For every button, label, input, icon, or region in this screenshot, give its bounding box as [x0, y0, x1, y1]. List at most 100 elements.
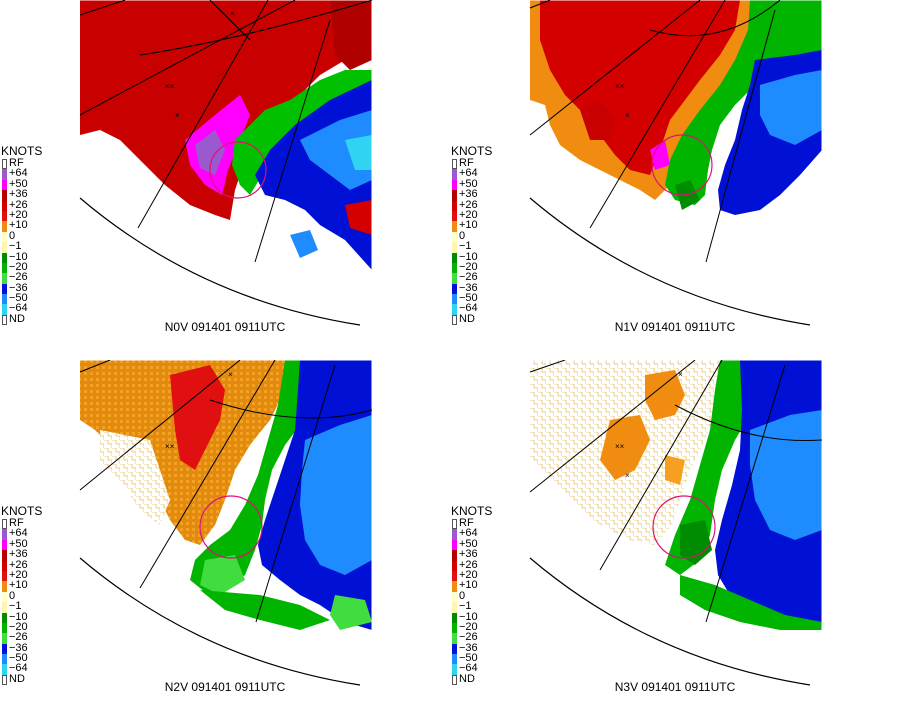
legend-label: +64 [9, 167, 28, 180]
legend-label: −26 [9, 271, 28, 284]
legend-swatch [452, 674, 457, 686]
legend-swatch [452, 210, 457, 222]
legend-swatch [2, 539, 7, 551]
legend-entry: −50 [1, 292, 45, 305]
legend-label: +26 [9, 558, 28, 571]
panel-caption: N0V 091401 0911UTC [164, 320, 286, 334]
legend-entry: ND [1, 313, 45, 326]
legend-label: −1 [459, 240, 472, 253]
legend-label: +50 [9, 177, 28, 190]
legend-entry: ND [1, 672, 45, 686]
legend-label: +20 [459, 568, 478, 581]
legend-entry: +10 [1, 579, 45, 592]
legend-entry: −36 [1, 281, 45, 295]
legend-entry: −1 [1, 240, 45, 253]
panel-caption: N3V 091401 0911UTC [614, 680, 736, 694]
legend-label: −1 [9, 240, 22, 253]
legend-entry: −10 [451, 251, 495, 263]
panel-caption: N1V 091401 0911UTC [614, 320, 736, 334]
legend-swatch [452, 602, 457, 613]
velocity-legend: KNOTS RF +64 +50 +36 +26 +20 +10 0 −1 −10 −20 −26 −3… [1, 504, 45, 686]
legend-label: −10 [459, 610, 478, 623]
svg-text:××: ×× [615, 442, 625, 451]
legend-swatch [2, 622, 7, 634]
legend-swatch [2, 643, 7, 655]
legend-entry: RF [1, 157, 45, 170]
legend-swatch [452, 262, 457, 274]
legend-label: −26 [459, 271, 478, 284]
legend-swatch [452, 304, 457, 315]
legend-swatch [2, 612, 7, 623]
legend-label: 0 [459, 589, 466, 602]
legend-label: 0 [9, 229, 16, 242]
legend-entry: +36 [1, 548, 45, 561]
svg-text:×: × [175, 111, 180, 120]
legend-swatch [452, 242, 457, 253]
legend-entry: 0 [1, 229, 45, 243]
legend-swatch [452, 664, 457, 675]
legend-entry: −10 [1, 251, 45, 263]
legend-swatch [452, 294, 457, 305]
legend-swatch [452, 273, 457, 284]
legend-label: +20 [459, 208, 478, 221]
legend-entry: +64 [1, 167, 45, 180]
legend-entry: −20 [451, 261, 495, 274]
legend-entry: +36 [451, 188, 495, 201]
legend-swatch [2, 570, 7, 582]
legend-label: +10 [9, 219, 28, 232]
legend-label: RF [459, 157, 474, 169]
legend-entry: +26 [451, 559, 495, 571]
legend-swatch [452, 231, 457, 243]
legend-label: −26 [459, 631, 478, 644]
legend-swatch [2, 210, 7, 222]
legend-label: −64 [459, 662, 478, 675]
legend-label: −64 [9, 662, 28, 675]
legend-label: +10 [459, 219, 478, 232]
legend-entry: RF [451, 157, 495, 170]
legend-label: ND [9, 672, 25, 685]
legend-label: 0 [459, 229, 466, 242]
legend-swatch [2, 304, 7, 315]
legend-title: KNOTS [451, 144, 493, 158]
radar-panel-n2v: ×× × KNOTS RF +64 +50 +36 +26 +20 +10 0 −1 −10 −20… [0, 360, 450, 720]
velocity-image: ×× × [529, 0, 823, 326]
legend-title: KNOTS [451, 504, 493, 518]
legend-title: KNOTS [1, 504, 43, 518]
legend-label: −10 [9, 610, 28, 623]
legend-entry: ND [451, 313, 495, 326]
legend-entry: +26 [451, 199, 495, 211]
legend-label: −1 [459, 600, 472, 613]
legend-entry: +50 [451, 178, 495, 191]
svg-text:×: × [678, 370, 683, 379]
legend-swatch [452, 560, 457, 571]
velocity-image: ×× × [79, 360, 373, 686]
legend-swatch [2, 560, 7, 571]
legend-swatch [452, 581, 457, 592]
legend-entry: +20 [451, 208, 495, 222]
legend-label: +36 [459, 548, 478, 561]
legend-swatch [2, 519, 7, 530]
legend-label: +64 [9, 527, 28, 540]
svg-text:×: × [625, 471, 630, 480]
legend-label: −20 [459, 620, 478, 633]
legend-label: +36 [459, 188, 478, 201]
legend-label: RF [9, 517, 24, 529]
legend-entry: −20 [1, 621, 45, 634]
legend-swatch [452, 612, 457, 623]
legend-swatch [2, 190, 7, 201]
legend-label: −36 [459, 641, 478, 654]
svg-text:××: ×× [615, 82, 625, 91]
legend-entry: RF [1, 517, 45, 530]
legend-swatch [452, 519, 457, 530]
legend-entry: −36 [451, 641, 495, 655]
velocity-image: ×× × × [79, 0, 373, 326]
velocity-legend: KNOTS RF +64 +50 +36 +26 +20 +10 0 −1 −10 −20 −26 −3… [1, 145, 45, 326]
svg-text:×: × [625, 111, 630, 120]
legend-label: −26 [9, 631, 28, 644]
legend-swatch [452, 633, 457, 644]
legend-swatch [2, 283, 7, 295]
legend-swatch [2, 633, 7, 644]
legend-entry: −1 [451, 600, 495, 613]
legend-label: −36 [9, 281, 28, 294]
legend-label: +26 [9, 198, 28, 211]
